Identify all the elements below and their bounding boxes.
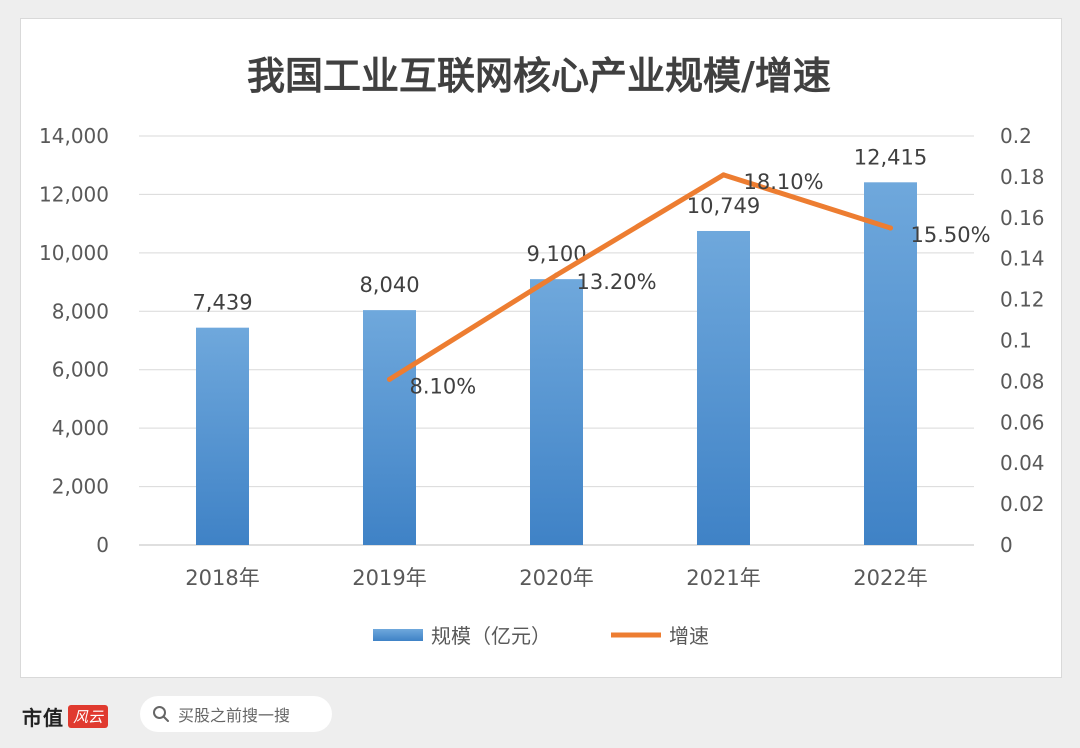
- legend: 规模（亿元） 增速: [373, 624, 709, 648]
- line-data-label: 8.10%: [410, 374, 477, 398]
- search-placeholder: 买股之前搜一搜: [178, 706, 291, 725]
- y-left-tick-label: 6,000: [52, 358, 109, 382]
- y-left-tick-label: 2,000: [52, 475, 109, 499]
- y-left-axis: 0 2,000 4,000 6,000 8,000 10,000 12,000 14,000: [39, 124, 109, 557]
- brand-logo-mark: 风云: [68, 704, 109, 728]
- chart-frame: 我国工业互联网核心产业规模/增速 0 2,000 4,000 6,000 8,000 10…: [20, 18, 1062, 678]
- y-right-tick-label: 0: [1000, 533, 1013, 557]
- x-tick-label: 2018年: [185, 566, 259, 590]
- line-data-label: 18.10%: [744, 170, 824, 194]
- line-point: [888, 225, 893, 231]
- bar-data-label: 7,439: [192, 291, 252, 315]
- line-data-label: 15.50%: [911, 223, 991, 247]
- y-right-tick-label: 0.06: [1000, 410, 1045, 434]
- y-right-tick-label: 0.14: [1000, 247, 1045, 271]
- y-right-tick-label: 0.02: [1000, 492, 1045, 516]
- line-point: [721, 172, 726, 178]
- x-axis: 2018年 2019年 2020年 2021年 2022年: [185, 566, 927, 590]
- y-right-tick-label: 0.12: [1000, 288, 1045, 312]
- x-tick-label: 2020年: [519, 566, 593, 590]
- line-point: [387, 376, 392, 382]
- y-right-tick-label: 0.18: [1000, 165, 1045, 189]
- line-data-labels: 8.10% 13.20% 18.10% 15.50%: [410, 170, 991, 399]
- y-right-tick-label: 0.04: [1000, 451, 1045, 475]
- bar-data-label: 10,749: [687, 194, 760, 218]
- x-tick-label: 2022年: [853, 566, 927, 590]
- x-tick-label: 2021年: [686, 566, 760, 590]
- search-icon: [153, 706, 169, 722]
- bar-data-label: 8,040: [359, 273, 419, 297]
- bar: [697, 230, 750, 545]
- legend-bar-label: 规模（亿元）: [431, 624, 551, 648]
- footer-bar: 市值 风云 买股之前搜一搜: [0, 684, 1080, 748]
- brand-logo[interactable]: 市值 风云: [22, 702, 109, 730]
- chart-svg: 我国工业互联网核心产业规模/增速 0 2,000 4,000 6,000 8,000 10…: [39, 54, 1045, 648]
- legend-line-label: 增速: [669, 624, 709, 648]
- chart-title: 我国工业互联网核心产业规模/增速: [247, 54, 831, 98]
- x-tick-label: 2019年: [352, 566, 426, 590]
- y-right-tick-label: 0.08: [1000, 369, 1045, 393]
- line-series: [387, 172, 893, 382]
- y-left-tick-label: 4,000: [52, 416, 109, 440]
- bar: [196, 327, 249, 545]
- legend-bar-swatch: [373, 629, 423, 641]
- search-bar[interactable]: 买股之前搜一搜: [140, 696, 332, 732]
- bar: [864, 182, 917, 546]
- line-path: [387, 172, 893, 382]
- bar: [363, 310, 416, 545]
- line-data-label: 13.20%: [577, 270, 657, 294]
- y-left-tick-label: 8,000: [52, 299, 109, 323]
- y-right-tick-label: 0.1: [1000, 329, 1032, 353]
- line-point: [554, 272, 559, 278]
- y-left-tick-label: 0: [96, 533, 109, 557]
- y-left-tick-label: 10,000: [39, 241, 109, 265]
- y-left-tick-label: 14,000: [39, 124, 109, 148]
- bar-series: [196, 182, 917, 546]
- brand-name: 市值: [22, 705, 64, 730]
- bar: [530, 279, 583, 545]
- y-right-axis: 0 0.02 0.04 0.06 0.08 0.1 0.12 0.14 0.16 0.18 0.2: [1000, 124, 1045, 557]
- bar-data-label: 12,415: [854, 145, 927, 169]
- y-right-tick-label: 0.16: [1000, 206, 1045, 230]
- y-right-tick-label: 0.2: [1000, 124, 1032, 148]
- y-left-tick-label: 12,000: [39, 182, 109, 206]
